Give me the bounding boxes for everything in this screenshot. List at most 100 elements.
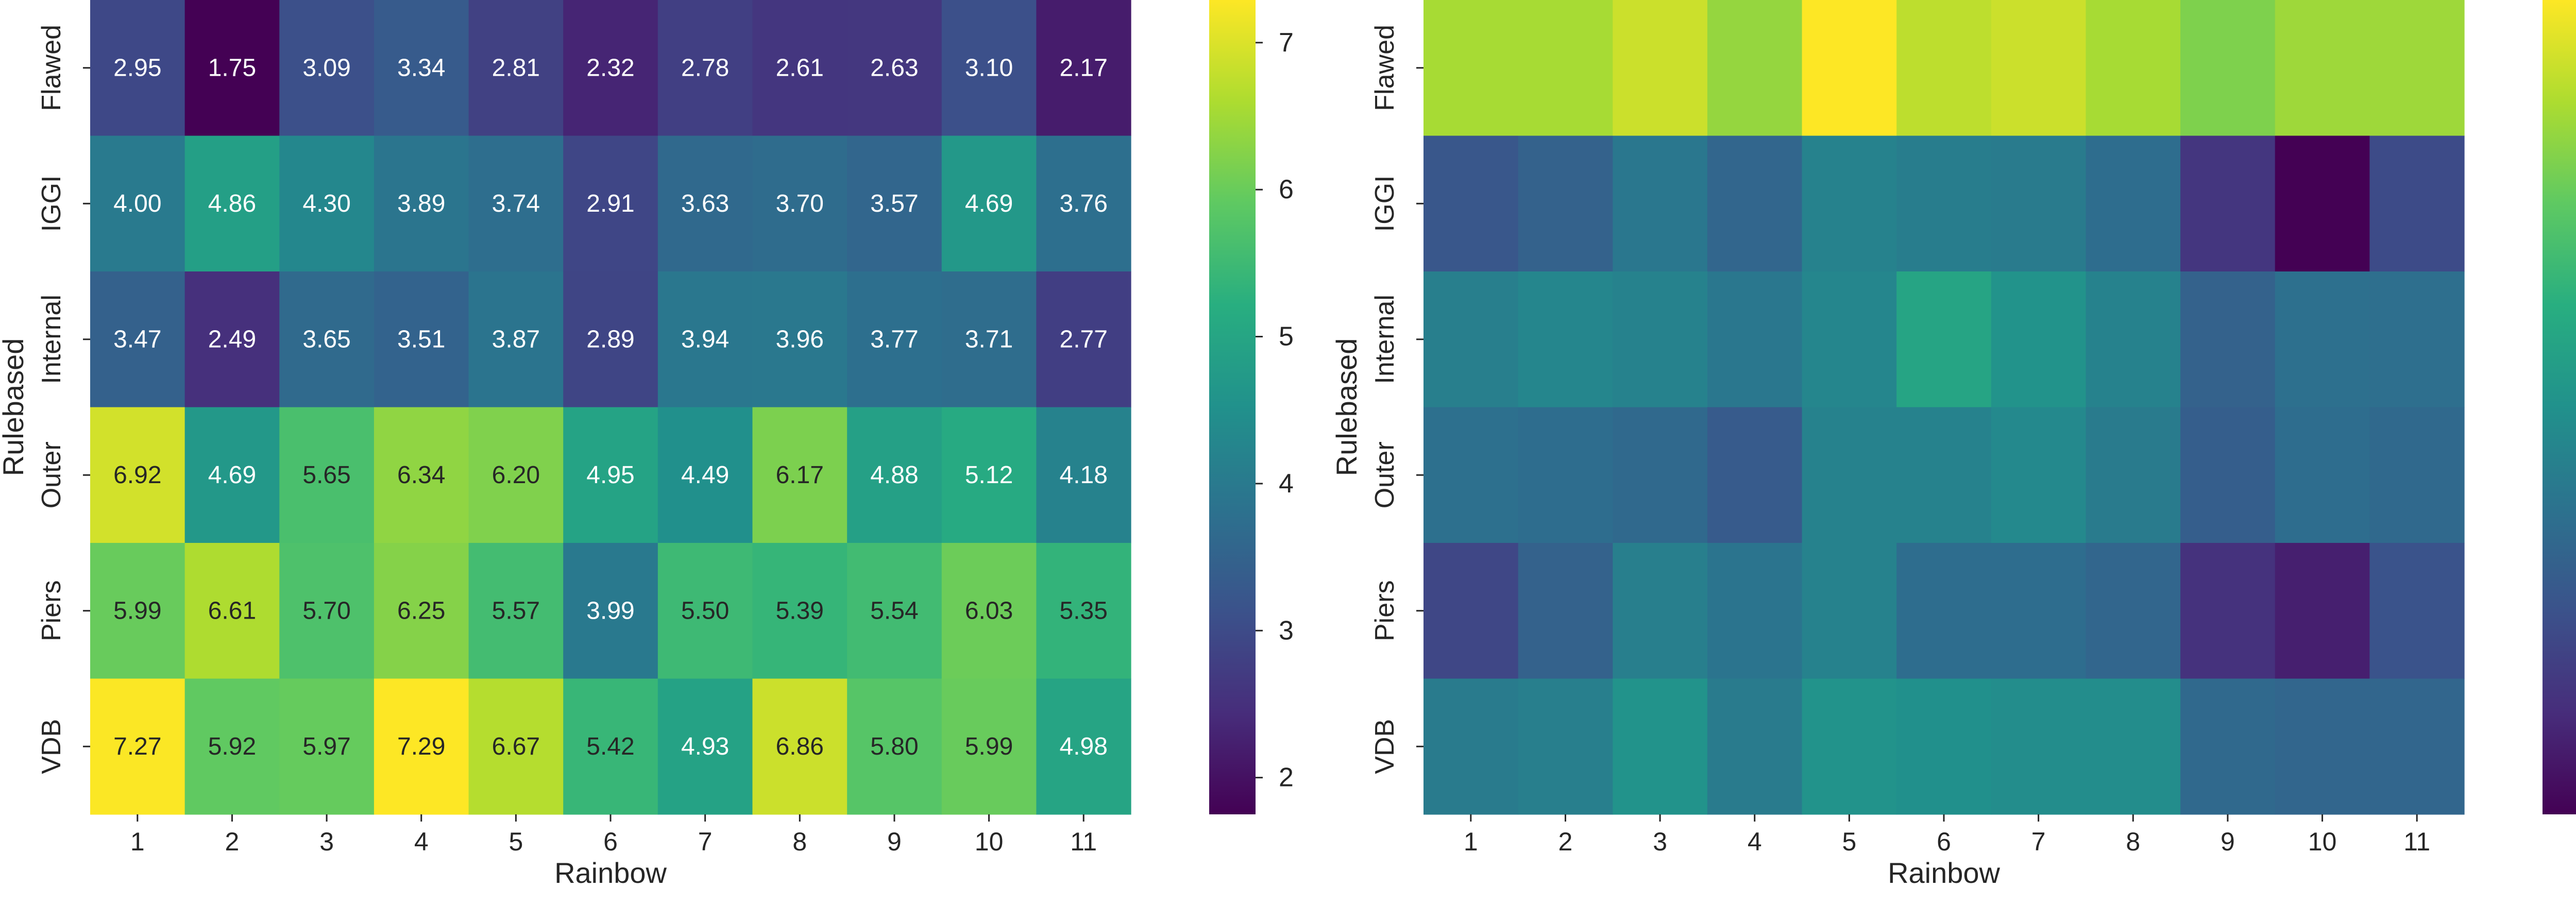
y-tick-label: IGGI xyxy=(37,175,66,232)
heatmap-cell xyxy=(1518,0,1613,136)
x-tick-label: 2 xyxy=(225,827,240,856)
cell-value-label: 5.57 xyxy=(492,597,540,624)
cell-value-label: 6.92 xyxy=(113,462,161,489)
heatmap-cell xyxy=(657,407,753,543)
cell-value-label: 3.57 xyxy=(870,190,918,217)
cell-value-label: 2.89 xyxy=(586,326,634,353)
heatmap-cell xyxy=(657,135,753,272)
cell-value-label: 3.87 xyxy=(492,326,540,353)
x-tick-label: 5 xyxy=(509,827,523,856)
heatmap-cell xyxy=(1802,0,1897,136)
cell-value-label: 3.89 xyxy=(397,190,445,217)
heatmap-cell xyxy=(847,271,942,408)
heatmap-cell xyxy=(1707,271,1803,408)
heatmap-cell xyxy=(1991,407,2087,543)
colorbar-tick-label: 6 xyxy=(1279,175,1294,204)
heatmap-cell xyxy=(563,271,658,408)
heatmap-cell xyxy=(563,407,658,543)
x-tick-label: 4 xyxy=(414,827,429,856)
heatmap-cell xyxy=(468,407,564,543)
cell-value-label: 5.99 xyxy=(113,597,161,624)
x-tick-label: 5 xyxy=(1842,827,1856,856)
heatmap-cell xyxy=(2275,543,2370,679)
heatmap-cell xyxy=(184,407,280,543)
heatmap-cell xyxy=(1036,0,1131,136)
heatmap-cell xyxy=(279,0,375,136)
cell-value-label: 3.74 xyxy=(492,190,540,217)
x-tick-label: 4 xyxy=(1748,827,1762,856)
cell-value-label: 5.65 xyxy=(302,462,350,489)
heatmap-cell xyxy=(1613,135,1708,272)
x-tick-label: 1 xyxy=(130,827,145,856)
heatmap-cell xyxy=(657,271,753,408)
cell-value-label: 6.61 xyxy=(208,597,256,624)
heatmap-cell xyxy=(657,678,753,815)
heatmap-cell xyxy=(1518,543,1613,679)
cell-value-label: 3.70 xyxy=(776,190,824,217)
cell-value-label: 2.81 xyxy=(492,54,540,81)
heatmap-cell xyxy=(2180,135,2276,272)
heatmap-cell xyxy=(184,271,280,408)
cell-value-label: 5.12 xyxy=(965,462,1013,489)
heatmap-cell xyxy=(941,678,1037,815)
heatmap-cell xyxy=(374,135,469,272)
heatmap-cell xyxy=(1802,407,1897,543)
heatmap-cell xyxy=(2369,407,2465,543)
heatmap-cell xyxy=(2086,678,2181,815)
heatmap-cell xyxy=(2369,0,2465,136)
cell-value-label: 3.10 xyxy=(965,54,1013,81)
x-tick-label: 1 xyxy=(1464,827,1478,856)
heatmap-cell xyxy=(1896,135,1992,272)
heatmap-cell xyxy=(2180,0,2276,136)
heatmap-panel-left: 2.95 1.75 3.09 3.34 2.81 2.32 2.78 2.61 2.63 3.10… xyxy=(0,0,1294,889)
heatmap-cell xyxy=(279,678,375,815)
x-axis-label: Rainbow xyxy=(1888,857,2000,889)
x-tick-label: 2 xyxy=(1558,827,1573,856)
heatmap-cell xyxy=(2086,407,2181,543)
heatmap-cell xyxy=(752,407,848,543)
x-tick-label: 10 xyxy=(2308,827,2337,856)
x-tick-label: 9 xyxy=(2221,827,2235,856)
cell-value-label: 3.63 xyxy=(681,190,729,217)
heatmap-cell xyxy=(1707,0,1803,136)
heatmap-cell xyxy=(468,0,564,136)
heatmap-cell xyxy=(752,0,848,136)
heatmap-cell xyxy=(90,0,185,136)
heatmap-cell xyxy=(1896,543,1992,679)
heatmap-cell xyxy=(563,543,658,679)
cell-value-label: 2.17 xyxy=(1060,54,1108,81)
heatmap-cell xyxy=(1707,407,1803,543)
heatmap-panel-right: 1 2 3 4 5 6 7 8 9 10 11 Flawed IGGI Internal Outer Pier… xyxy=(1330,0,2576,889)
heatmap-cell xyxy=(657,543,753,679)
x-tick-label: 3 xyxy=(1653,827,1667,856)
heatmap-cell xyxy=(2275,271,2370,408)
y-tick-label: Flawed xyxy=(1370,25,1400,111)
heatmap-cell xyxy=(752,271,848,408)
heatmap-cell xyxy=(2275,407,2370,543)
heatmap-cell xyxy=(184,135,280,272)
heatmap-cell xyxy=(374,678,469,815)
heatmap-cell xyxy=(1036,543,1131,679)
cell-value-label: 3.76 xyxy=(1060,190,1108,217)
cell-value-label: 6.17 xyxy=(776,462,824,489)
cell-value-label: 2.49 xyxy=(208,326,256,353)
heatmap-cell xyxy=(184,543,280,679)
cell-value-label: 4.00 xyxy=(113,190,161,217)
heatmap-cell xyxy=(1613,543,1708,679)
y-tick-label: Internal xyxy=(37,295,66,384)
heatmap-cell xyxy=(1423,407,1519,543)
heatmap-cell xyxy=(2369,135,2465,272)
heatmap-cell xyxy=(1036,135,1131,272)
heatmap-cell xyxy=(2086,271,2181,408)
cell-value-label: 2.77 xyxy=(1060,326,1108,353)
heatmap-cell xyxy=(468,678,564,815)
heatmap-cell xyxy=(1896,678,1992,815)
x-tick-label: 9 xyxy=(887,827,902,856)
cell-value-label: 3.47 xyxy=(113,326,161,353)
heatmap-cell xyxy=(468,135,564,272)
cell-value-label: 3.99 xyxy=(586,597,634,624)
cell-value-label: 6.20 xyxy=(492,462,540,489)
x-tick-label: 6 xyxy=(603,827,618,856)
heatmap-cell xyxy=(1423,0,1519,136)
cell-value-label: 4.93 xyxy=(681,733,729,760)
